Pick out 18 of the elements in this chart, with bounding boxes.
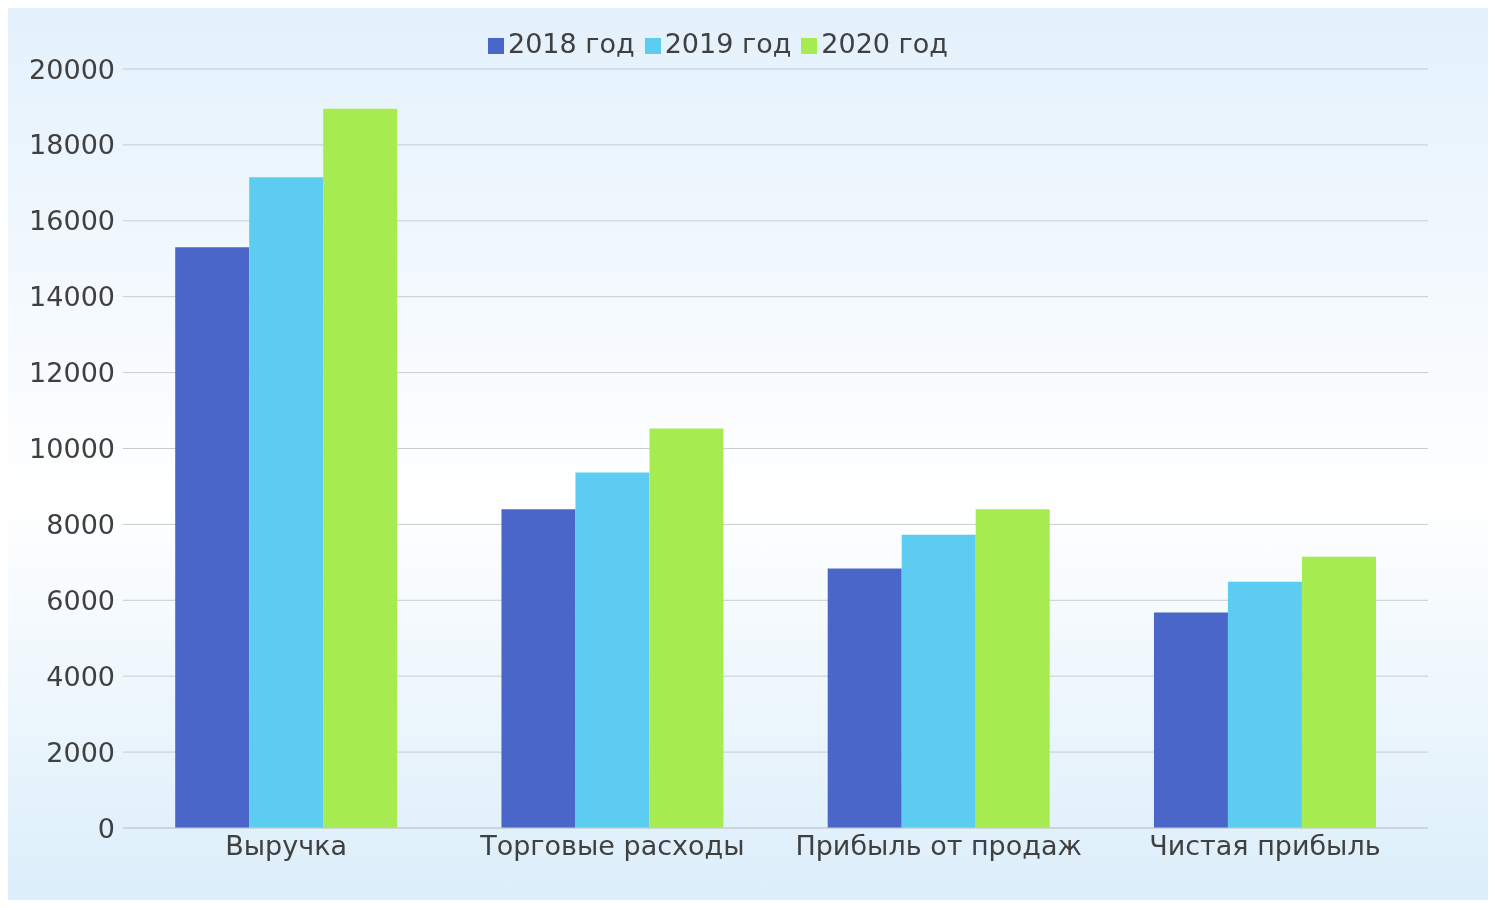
y-tick-label: 4000 — [46, 660, 115, 692]
y-tick-label: 6000 — [46, 584, 115, 616]
y-tick-label: 14000 — [29, 281, 115, 313]
legend-label: 2020 год — [821, 28, 948, 59]
y-tick-label: 8000 — [46, 508, 115, 540]
x-tick-label: Чистая прибыль — [1149, 830, 1381, 862]
x-tick-label: Выручка — [225, 830, 348, 862]
y-tick-label: 12000 — [29, 357, 115, 389]
legend-label: 2019 год — [664, 28, 792, 59]
x-tick-label: Торговые расходы — [479, 830, 745, 862]
y-tick-label: 18000 — [29, 129, 115, 161]
y-tick-label: 10000 — [29, 433, 115, 465]
legend-label: 2018 год — [507, 28, 635, 59]
x-tick-label: Прибыль от продаж — [795, 830, 1082, 862]
y-tick-label: 20000 — [29, 53, 115, 85]
y-tick-label: 2000 — [46, 736, 115, 768]
y-tick-label: 16000 — [29, 205, 115, 237]
y-tick-label: 0 — [97, 812, 115, 844]
